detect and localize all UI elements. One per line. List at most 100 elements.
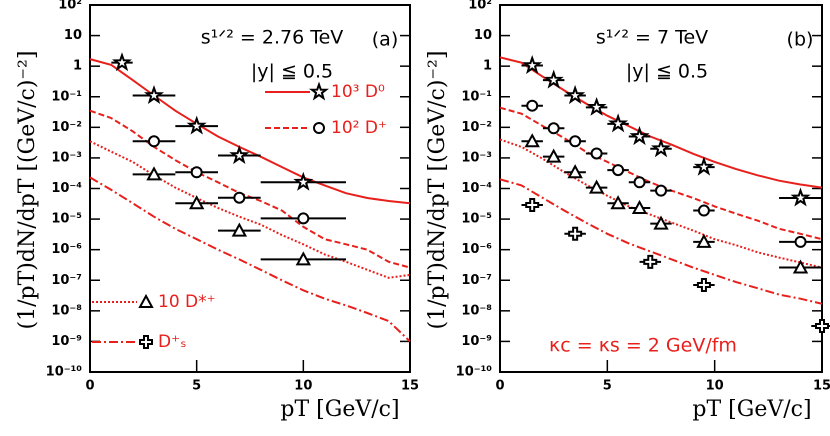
y-tick-label: 10⁻³ [461,150,492,165]
marker-circle [297,212,310,225]
marker-circle [313,122,325,134]
marker-star [608,113,629,133]
y-tick-label: 10² [468,0,492,13]
marker-star [522,54,543,75]
marker-star [790,187,811,207]
x-tick-label: 0 [495,379,504,394]
y-tick-label: 10 [474,28,492,43]
x-axis-label: pT [GeV/c] [280,397,399,422]
marker-circle [655,184,667,197]
marker-triangle [792,259,809,274]
marker-triangle [545,148,562,163]
marker-triangle [631,199,648,215]
marker-star [293,171,314,191]
marker-star [309,81,329,101]
marker-triangle [653,215,669,230]
x-tick-label: 15 [813,379,830,394]
legend-label: 10³ D⁰ [331,82,385,102]
y-tick-label: 10⁻² [51,120,82,135]
marker-circle [633,176,646,189]
y-tick-label: 10⁻⁶ [51,242,82,257]
y-tick-label: 10⁻⁷ [51,273,82,288]
y-tick-label: 10⁻³ [51,150,82,165]
y-tick-label: 10⁻⁹ [461,334,492,349]
marker-circle [190,166,203,179]
legend-label: D⁺ₛ [158,332,186,352]
marker-star [186,115,207,135]
y-tick-label: 10⁻¹⁰ [456,365,493,380]
y-tick-label: 1 [483,59,492,74]
y-tick-label: 10⁻⁹ [51,334,82,349]
model-curve [89,58,411,205]
y-tick-label: 10⁻⁴ [461,181,492,196]
marker-circle [547,122,560,135]
annotation: s¹ᐟ² = 7 TeV [596,27,708,49]
model-curve [499,138,823,269]
y-tick-label: 10⁻⁴ [51,181,82,196]
marker-star [565,84,586,105]
marker-cross [815,318,829,333]
annotation: (b) [787,29,814,51]
marker-circle [697,204,710,217]
x-axis-label: pT [GeV/c] [692,397,811,422]
y-tick-label: 10⁻⁷ [461,273,492,288]
x-tick-label: 5 [603,379,612,394]
x-tick-label: 10 [294,379,312,394]
annotation: κc = κs = 2 GeV/fm [549,335,737,357]
y-tick-label: 10⁻⁸ [51,303,82,318]
marker-star [144,84,164,105]
marker-triangle [146,166,162,181]
model-curve [89,176,411,343]
x-tick-label: 10 [706,379,724,394]
marker-circle [590,147,603,160]
y-tick-label: 10² [58,0,82,13]
marker-cross [568,226,583,241]
marker-star [629,125,650,146]
y-tick-label: 10 [64,28,82,43]
marker-circle [526,99,539,112]
y-tick-label: 10⁻⁶ [461,242,492,257]
marker-triangle [138,293,154,308]
y-axis-label: (1/pT)dN/dpT [(GeV/c)⁻²] [15,51,40,330]
y-tick-label: 10⁻¹⁰ [46,365,83,380]
marker-star [543,69,564,89]
marker-circle [794,235,807,248]
marker-circle [569,135,582,148]
x-tick-label: 5 [192,379,201,394]
marker-star [651,138,671,158]
legend-label: 10 D*⁺ [158,292,216,312]
annotation: s¹ᐟ² = 2.76 TeV [201,27,344,49]
marker-star [229,144,250,165]
marker-circle [233,191,246,204]
annotation: |y| ≦ 0.5 [626,61,708,83]
marker-triangle [524,133,540,148]
marker-circle [612,164,625,177]
model-curve [89,140,411,279]
y-tick-label: 10⁻⁵ [461,212,492,227]
y-tick-label: 10⁻¹ [51,89,82,104]
marker-star [586,96,607,116]
x-tick-label: 15 [401,379,419,394]
marker-triangle [696,233,712,248]
marker-cross [696,277,711,292]
marker-triangle [610,195,626,210]
marker-star [112,52,132,72]
y-tick-label: 10⁻⁸ [461,303,492,318]
marker-cross [139,335,153,349]
marker-triangle [588,179,605,194]
y-tick-label: 10⁻² [461,120,492,135]
y-tick-label: 10⁻⁵ [51,212,82,227]
annotation: (a) [372,29,398,51]
y-tick-label: 1 [73,59,82,74]
annotation: |y| ≦ 0.5 [251,61,333,83]
marker-triangle [295,251,312,266]
marker-triangle [188,195,205,210]
legend-label: 10² D⁺ [331,118,387,138]
marker-cross [525,197,540,212]
marker-triangle [231,222,248,237]
marker-cross [643,254,658,269]
marker-circle [148,135,160,148]
y-tick-label: 10⁻¹ [461,89,492,104]
marker-triangle [567,164,583,179]
